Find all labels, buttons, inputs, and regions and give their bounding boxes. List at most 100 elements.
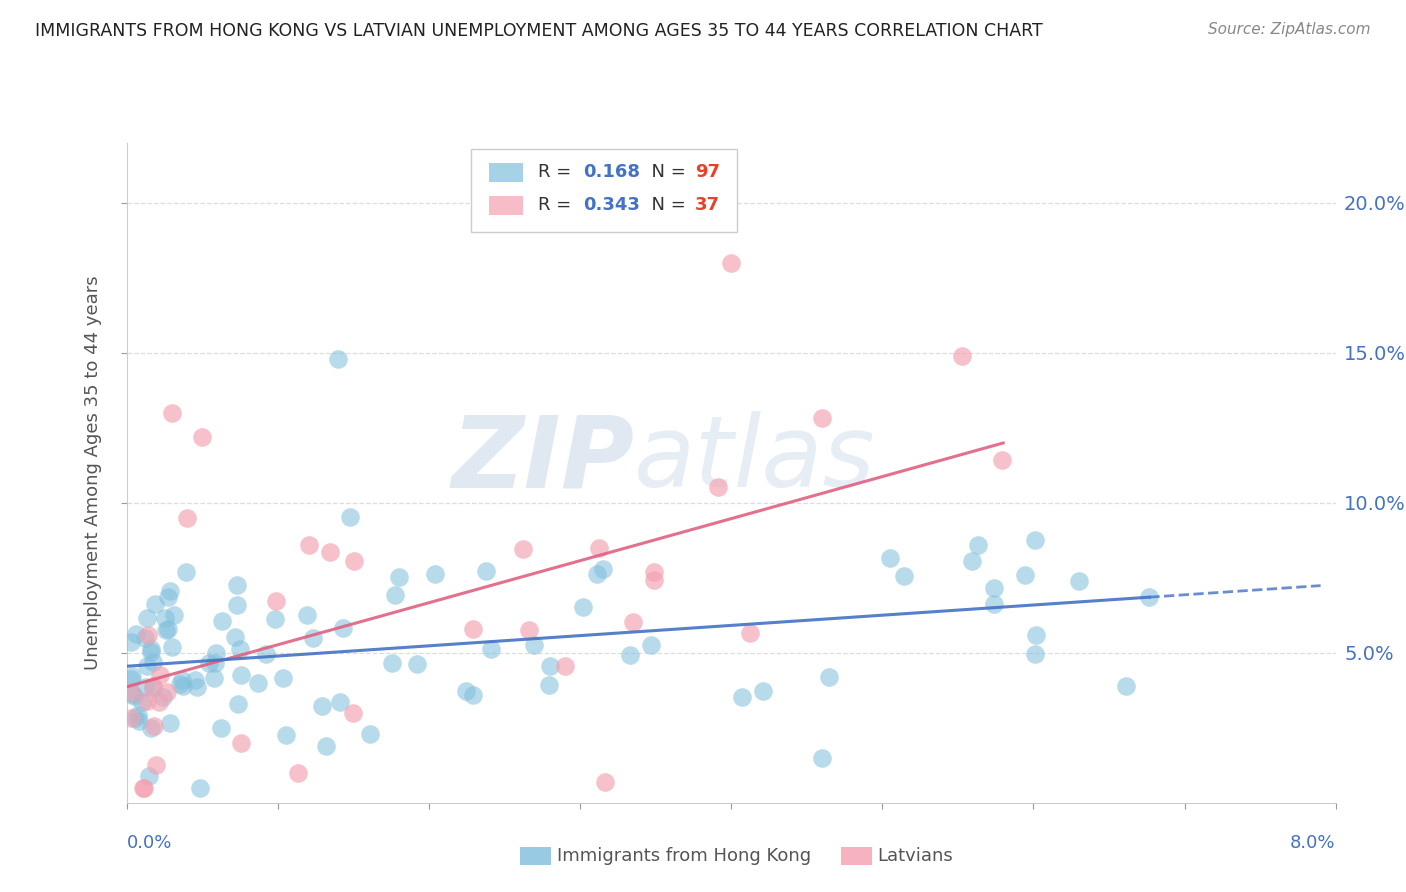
Point <box>156 684 179 698</box>
Point <box>537 677 560 691</box>
Point <box>274 728 297 742</box>
Point <box>1115 679 1137 693</box>
Point <box>264 612 287 626</box>
Point <box>707 480 730 494</box>
Text: 97: 97 <box>695 163 720 181</box>
Point <box>188 780 211 795</box>
Point <box>211 614 233 628</box>
Point <box>172 679 194 693</box>
Point <box>191 430 214 444</box>
Point <box>152 690 174 704</box>
Point <box>225 578 247 592</box>
Text: IMMIGRANTS FROM HONG KONG VS LATVIAN UNEMPLOYMENT AMONG AGES 35 TO 44 YEARS CORR: IMMIGRANTS FROM HONG KONG VS LATVIAN UNE… <box>35 22 1043 40</box>
Point <box>145 597 167 611</box>
Text: 37: 37 <box>695 196 720 214</box>
Point <box>388 570 411 584</box>
Point <box>148 695 170 709</box>
Point <box>960 554 983 568</box>
Point <box>810 751 832 765</box>
Text: Source: ZipAtlas.com: Source: ZipAtlas.com <box>1208 22 1371 37</box>
Point <box>169 677 191 691</box>
Point <box>138 769 160 783</box>
Point <box>184 673 207 688</box>
Point <box>139 645 162 659</box>
Text: N =: N = <box>641 163 692 181</box>
Point <box>170 673 193 688</box>
Point <box>588 541 610 555</box>
Point <box>983 581 1005 595</box>
Y-axis label: Unemployment Among Ages 35 to 44 years: Unemployment Among Ages 35 to 44 years <box>84 276 103 670</box>
Point <box>1024 647 1046 661</box>
Point <box>454 684 477 698</box>
Point <box>326 351 350 366</box>
Point <box>339 510 361 524</box>
Point <box>950 350 973 364</box>
Point <box>134 631 156 645</box>
Point <box>224 630 246 644</box>
Point <box>593 775 616 789</box>
Point <box>311 698 333 713</box>
Point <box>120 711 142 725</box>
Point <box>134 780 156 795</box>
Text: N =: N = <box>641 196 692 214</box>
Point <box>176 510 198 524</box>
Point <box>204 656 226 670</box>
Point <box>295 608 318 623</box>
Point <box>423 567 446 582</box>
Point <box>298 538 321 552</box>
Point <box>153 611 176 625</box>
Point <box>159 716 181 731</box>
Point <box>125 626 148 640</box>
Point <box>198 656 221 670</box>
Text: 0.0%: 0.0% <box>127 834 172 852</box>
Point <box>143 719 166 733</box>
Point <box>120 672 142 686</box>
Point <box>159 584 181 599</box>
Text: ZIP: ZIP <box>451 411 634 508</box>
Point <box>879 551 901 566</box>
Point <box>246 675 269 690</box>
Point <box>384 588 406 602</box>
Point <box>142 679 165 693</box>
Point <box>752 684 775 698</box>
Point <box>332 621 354 635</box>
Point <box>475 564 498 578</box>
Point <box>329 695 352 709</box>
Text: atlas: atlas <box>634 411 876 508</box>
Point <box>592 562 614 576</box>
Point <box>142 655 165 669</box>
Point <box>811 411 834 425</box>
Text: 8.0%: 8.0% <box>1291 834 1336 852</box>
FancyBboxPatch shape <box>471 149 737 232</box>
Point <box>205 646 228 660</box>
Point <box>124 711 146 725</box>
Point <box>202 671 225 685</box>
Point <box>740 625 762 640</box>
Point <box>157 590 180 604</box>
Bar <box>489 162 523 182</box>
Point <box>1014 567 1036 582</box>
Point <box>229 668 252 682</box>
Point <box>155 624 177 638</box>
Point <box>163 608 186 623</box>
Point <box>142 681 165 695</box>
Point <box>319 544 342 558</box>
Point <box>1024 533 1046 547</box>
Point <box>186 680 208 694</box>
Point <box>572 600 595 615</box>
Point <box>132 780 155 795</box>
Point <box>619 648 641 663</box>
Bar <box>489 195 523 215</box>
Point <box>139 642 162 657</box>
Point <box>134 680 156 694</box>
Point <box>301 631 323 645</box>
Point <box>463 622 485 636</box>
Point <box>643 573 665 587</box>
Point <box>131 695 153 709</box>
Point <box>135 694 157 708</box>
Point <box>640 638 662 652</box>
Point <box>271 671 294 685</box>
Point <box>586 567 609 582</box>
Point <box>538 658 561 673</box>
Text: R =: R = <box>537 196 576 214</box>
